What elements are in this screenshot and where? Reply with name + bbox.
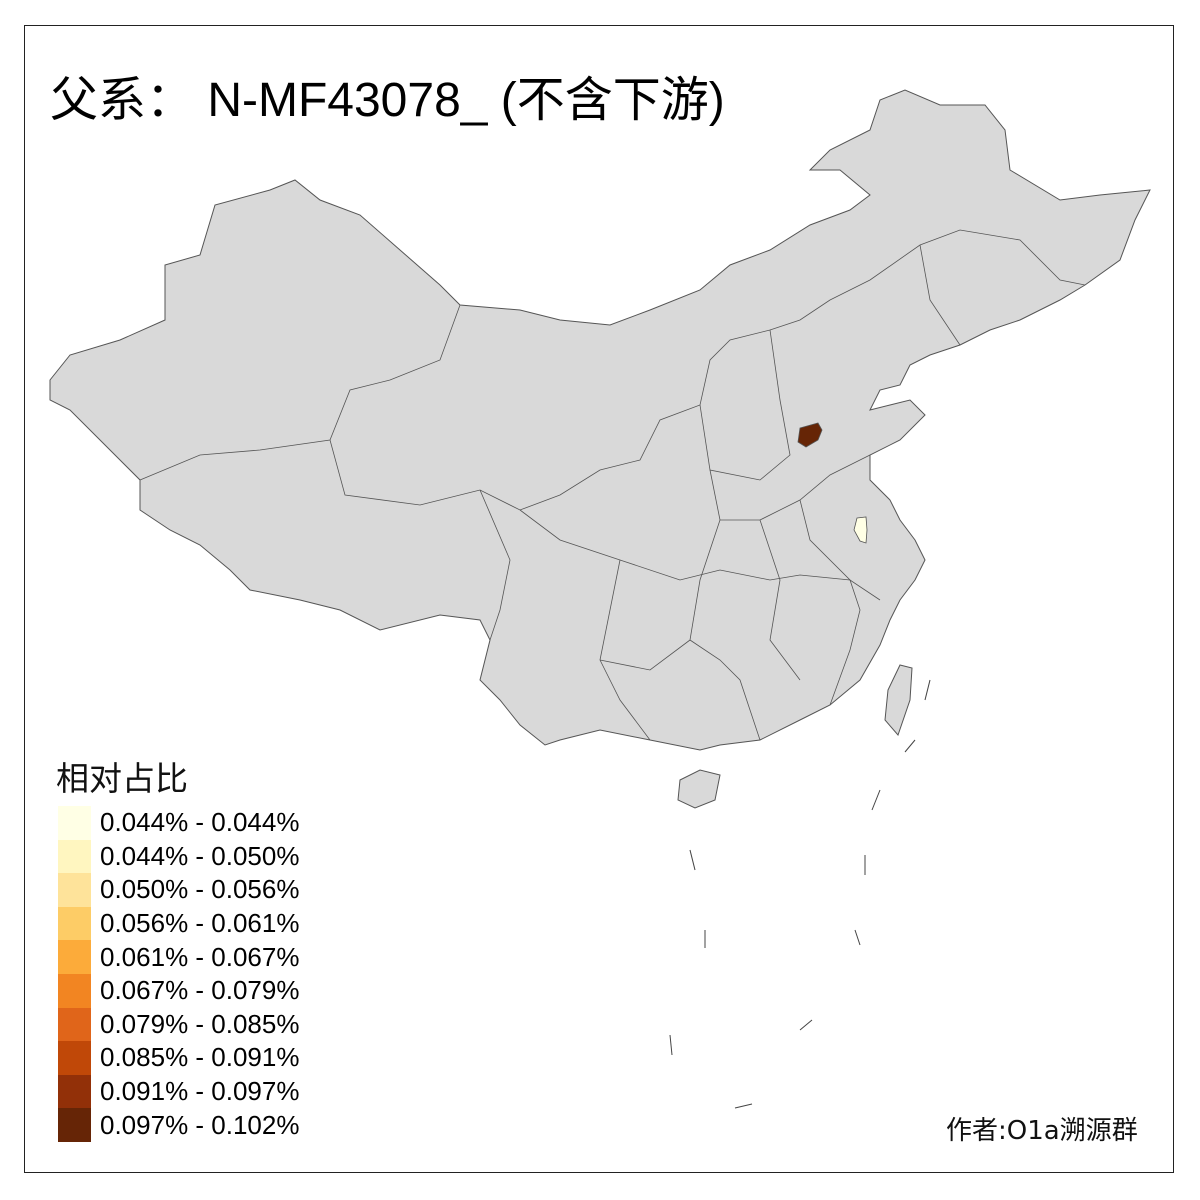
legend-label: 0.067% - 0.079% [100, 975, 300, 1006]
legend-swatch [58, 906, 91, 941]
legend-label: 0.044% - 0.050% [100, 840, 300, 871]
legend: 0.044% - 0.044% 0.044% - 0.050% 0.050% - 0… [58, 806, 299, 1142]
legend-label: 0.061% - 0.067% [100, 941, 300, 972]
province-borders [139, 229, 1086, 741]
legend-item: 0.091% - 0.097% [58, 1074, 300, 1109]
legend-swatch [58, 973, 91, 1008]
legend-item: 0.056% - 0.061% [58, 906, 300, 941]
legend-item: 0.085% - 0.091% [58, 1041, 299, 1075]
china-mainland [49, 89, 1151, 751]
legend-item: 0.061% - 0.067% [58, 940, 299, 974]
legend-item: 0.044% - 0.050% [58, 839, 300, 874]
legend-label: 0.079% - 0.085% [100, 1008, 300, 1039]
legend-label: 0.091% - 0.097% [100, 1076, 300, 1107]
legend-swatch [58, 806, 91, 840]
legend-swatch [58, 1108, 91, 1142]
region-class-1 [853, 516, 868, 544]
legend-title: 相对占比 [56, 759, 188, 798]
region-class-10 [797, 422, 823, 448]
taiwan-island [884, 664, 913, 736]
hainan-island [677, 769, 721, 809]
legend-label: 0.056% - 0.061% [100, 908, 300, 939]
legend-swatch [58, 1074, 91, 1109]
legend-label: 0.050% - 0.056% [100, 874, 300, 905]
legend-swatch [58, 839, 91, 874]
south-sea-islands [669, 679, 931, 1109]
legend-label: 0.097% - 0.102% [100, 1109, 300, 1140]
legend-item: 0.067% - 0.079% [58, 973, 300, 1008]
legend-swatch [58, 1007, 91, 1042]
legend-item: 0.097% - 0.102% [58, 1108, 299, 1142]
legend-item: 0.050% - 0.056% [58, 873, 299, 907]
legend-item: 0.079% - 0.085% [58, 1007, 300, 1042]
plot-border [24, 25, 1174, 1173]
author-credit: 作者:O1a溯源群 [946, 1116, 1138, 1146]
legend-swatch [58, 873, 91, 907]
legend-swatch [58, 1041, 91, 1075]
map-title: 父系： N-MF43078_ (不含下游) [50, 74, 725, 127]
legend-label: 0.044% - 0.044% [100, 807, 300, 838]
legend-swatch [58, 940, 91, 974]
legend-label: 0.085% - 0.091% [100, 1042, 300, 1073]
legend-item: 0.044% - 0.044% [58, 806, 299, 840]
